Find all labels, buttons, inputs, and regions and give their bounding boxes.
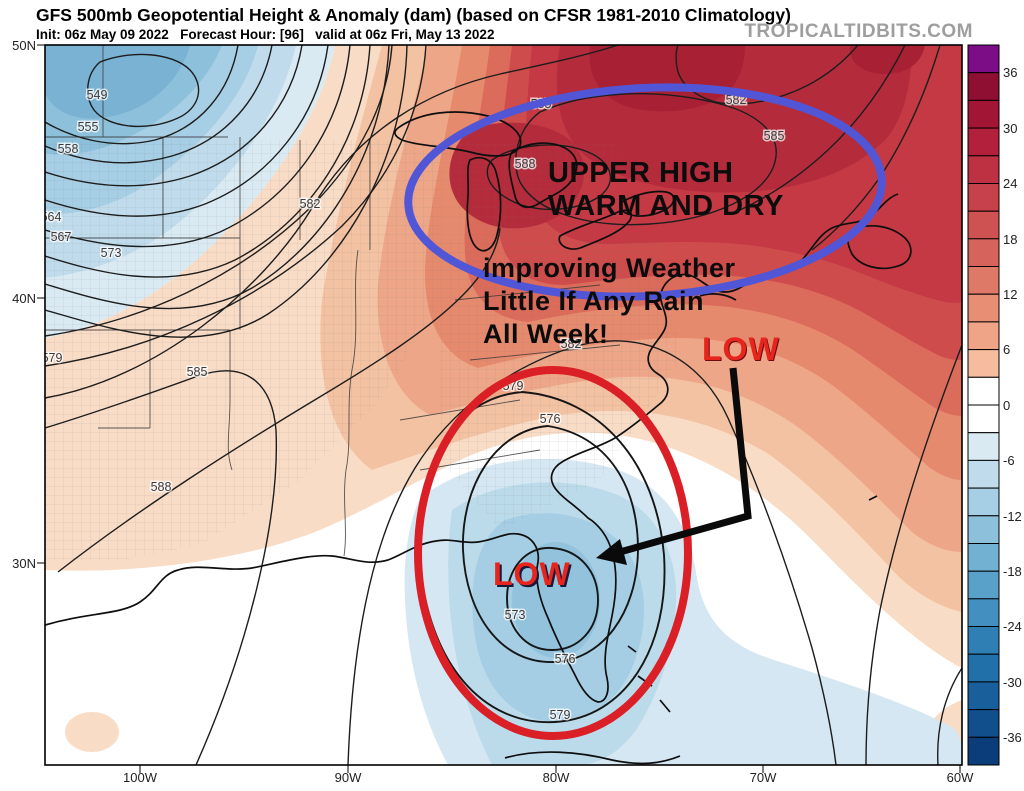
colorbar-cell bbox=[967, 376, 1000, 406]
colorbar-tick: 18 bbox=[1003, 232, 1017, 247]
annotation-improving-line1: improving Weather bbox=[483, 253, 736, 283]
contour-label: 585 bbox=[764, 129, 785, 143]
latitude-axis bbox=[37, 44, 45, 564]
contour-labels: 549 555 558 564 567 573 579 585 588 582 … bbox=[41, 87, 786, 724]
colorbar-cell bbox=[967, 736, 1000, 766]
colorbar-cell bbox=[967, 321, 1000, 351]
colorbar-cell bbox=[967, 543, 1000, 572]
colorbar-cell bbox=[967, 99, 1000, 129]
annotation-improving-line2: Little If Any Rain bbox=[483, 286, 704, 316]
forecast-annotations: UPPER HIGH WARM AND DRY improving Weathe… bbox=[404, 83, 886, 740]
annotation-low-offshore: LOW bbox=[702, 331, 780, 367]
colorbar-tick: -36 bbox=[1003, 730, 1022, 745]
page-title: GFS 500mb Geopotential Height & Anomaly … bbox=[36, 5, 791, 25]
lon-label-80w: 80W bbox=[543, 770, 570, 785]
colorbar-cell bbox=[967, 653, 1000, 683]
colorbar-cell bbox=[967, 238, 1000, 268]
annotation-upper-high-line2: WARM AND DRY bbox=[548, 190, 784, 222]
colorbar-cell bbox=[967, 72, 1000, 101]
contour-label: 588 bbox=[515, 157, 536, 171]
colorbar-tick: -12 bbox=[1003, 509, 1022, 524]
colorbar-cell bbox=[967, 570, 1000, 600]
colorbar-cell bbox=[967, 210, 1000, 240]
lat-label-50n: 50N bbox=[12, 38, 36, 53]
lon-label-60w: 60W bbox=[947, 770, 974, 785]
colorbar-cell bbox=[967, 183, 1000, 212]
colorbar-cell bbox=[967, 404, 1000, 434]
map-border bbox=[44, 44, 963, 766]
colorbar-cell bbox=[967, 44, 1000, 74]
annotation-low-florida: LOW bbox=[493, 556, 571, 592]
contour-label: 588 bbox=[151, 480, 172, 494]
colorbar-tick: 0 bbox=[1003, 398, 1010, 413]
colorbar-tick: 36 bbox=[1003, 65, 1017, 80]
colorbar-cell bbox=[967, 155, 1000, 185]
contour-label: 579 bbox=[42, 351, 63, 365]
map-panel: 549 555 558 564 567 573 579 585 588 582 … bbox=[41, 45, 962, 765]
colorbar-tick: 12 bbox=[1003, 287, 1017, 302]
colorbar-tick: -30 bbox=[1003, 675, 1022, 690]
watermark: TROPICALTIDBITS.COM bbox=[744, 21, 973, 42]
colorbar-tick: -18 bbox=[1003, 564, 1022, 579]
colorbar-tick: 6 bbox=[1003, 342, 1010, 357]
arrow-head-icon bbox=[596, 539, 627, 565]
colorbar-cell bbox=[967, 681, 1000, 711]
init-forecast-valid-line: Init: 06z May 09 2022 Forecast Hour: [96… bbox=[36, 27, 494, 42]
contour-label: 576 bbox=[555, 652, 576, 666]
lat-label-30n: 30N bbox=[12, 556, 36, 571]
contour-label: 582 bbox=[561, 337, 582, 351]
county-line-texture bbox=[45, 140, 680, 560]
contour-label: 585 bbox=[187, 365, 208, 379]
colorbar-tick: 24 bbox=[1003, 176, 1017, 191]
longitude-axis bbox=[139, 765, 961, 773]
colorbar-cell bbox=[967, 626, 1000, 655]
colorbar-cell bbox=[967, 515, 1000, 544]
contour-label: 573 bbox=[505, 608, 526, 622]
colorbar-tick: -24 bbox=[1003, 619, 1022, 634]
contour-label: 549 bbox=[87, 88, 108, 102]
header: GFS 500mb Geopotential Height & Anomaly … bbox=[36, 5, 973, 42]
annotation-improving-line3: All Week! bbox=[483, 319, 609, 349]
lon-label-90w: 90W bbox=[335, 770, 362, 785]
anomaly-colorbar bbox=[967, 44, 1000, 766]
colorbar-cell bbox=[967, 349, 1000, 378]
red-ellipse-florida-low bbox=[414, 366, 692, 740]
colorbar-cell bbox=[967, 432, 1000, 461]
colorbar-cell bbox=[967, 709, 1000, 738]
lat-label-40n: 40N bbox=[12, 291, 36, 306]
colorbar-tick-labels: 36 30 24 18 12 6 0 -6 -12 -18 -24 -30 -3… bbox=[1003, 65, 1022, 745]
blue-ellipse-upper-high bbox=[404, 83, 886, 301]
colorbar-cell bbox=[967, 598, 1000, 627]
lon-label-100w: 100W bbox=[123, 770, 158, 785]
colorbar-cell bbox=[967, 293, 1000, 323]
contour-label: 555 bbox=[78, 120, 99, 134]
annotation-upper-high-line1: UPPER HIGH bbox=[548, 157, 733, 189]
contour-label: 573 bbox=[101, 246, 122, 260]
colorbar-tick: 30 bbox=[1003, 121, 1017, 136]
contour-label: 558 bbox=[58, 142, 79, 156]
colorbar-tick: -6 bbox=[1003, 453, 1015, 468]
arrow-line bbox=[619, 367, 752, 556]
colorbar-cell bbox=[967, 487, 1000, 517]
contour-label: 564 bbox=[41, 210, 62, 224]
contour-label: 567 bbox=[51, 230, 72, 244]
lon-label-70w: 70W bbox=[750, 770, 777, 785]
colorbar-cell bbox=[967, 266, 1000, 295]
contour-label: 582 bbox=[300, 197, 321, 211]
colorbar-cell bbox=[967, 127, 1000, 157]
contour-label: 579 bbox=[550, 708, 571, 722]
colorbar-cell bbox=[967, 459, 1000, 489]
contour-label: 576 bbox=[540, 412, 561, 426]
